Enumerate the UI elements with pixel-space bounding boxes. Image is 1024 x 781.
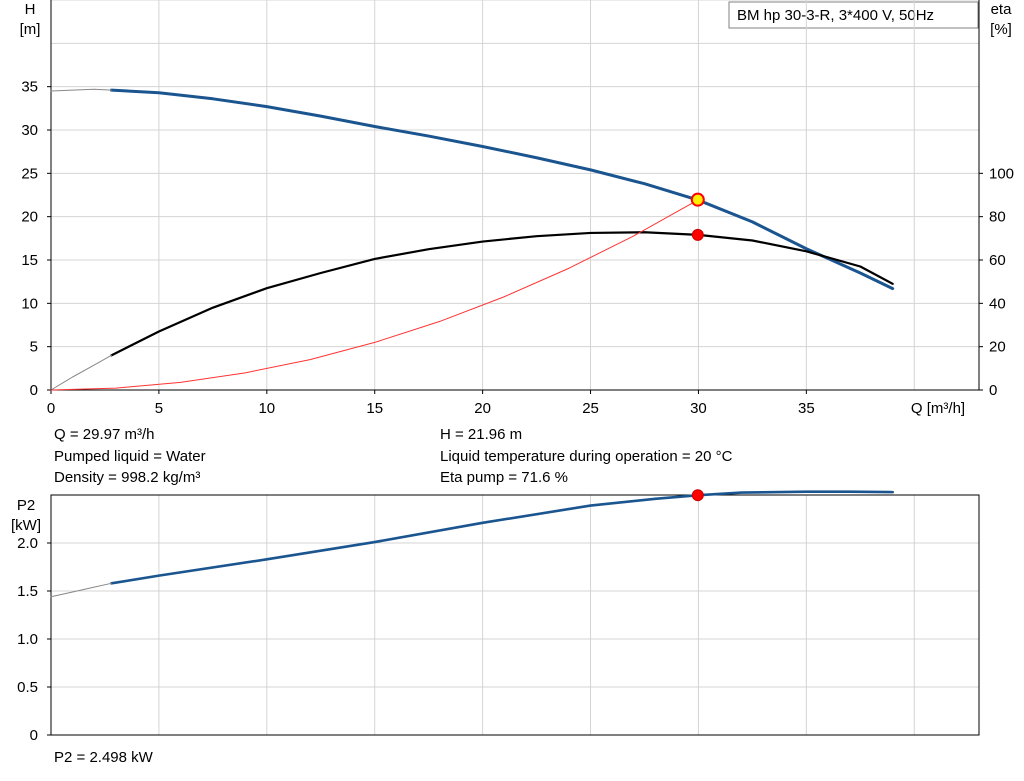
info-density: Density = 998.2 kg/m³ [54, 469, 200, 486]
power-curve [110, 490, 894, 585]
eta-tick-label: 0 [989, 382, 997, 399]
p2-tick-label: 0 [30, 727, 38, 744]
p2-axis-label-2: [kW] [11, 517, 41, 534]
h-tick-label: 5 [30, 339, 38, 356]
efficiency-curve-extension [50, 354, 112, 391]
power-chart-operating-points [691, 489, 704, 502]
h-tick-label: 0 [30, 382, 38, 399]
h-tick-label: 35 [21, 79, 38, 96]
p2-tick-label: 1.0 [17, 631, 38, 648]
h-axis-label-2: [m] [20, 21, 41, 38]
p2-axis-label-1: P2 [17, 497, 35, 514]
info-flow: Q = 29.97 m³/h [54, 426, 154, 443]
x-axis-label: Q [m³/h] [911, 400, 965, 417]
p2-tick-label: 0.5 [17, 679, 38, 696]
eta-tick-label: 80 [989, 209, 1006, 226]
eta-tick-label: 20 [989, 339, 1006, 356]
power-curve-extension [50, 582, 112, 598]
p2-tick-label: 1.5 [17, 583, 38, 600]
x-tick-label: 5 [155, 400, 163, 417]
eta-axis-label-2: [%] [990, 21, 1012, 38]
eta-tick-label: 100 [989, 165, 1014, 182]
info-liquid: Pumped liquid = Water [54, 448, 206, 465]
power-chart-grid [50, 494, 980, 736]
head-chart-series [50, 88, 895, 391]
x-tick-label: 30 [690, 400, 707, 417]
head-operating-point [690, 192, 705, 207]
head-chart-operating-points [690, 192, 705, 241]
eta-tick-label: 60 [989, 252, 1006, 269]
x-tick-label: 0 [47, 400, 55, 417]
h-tick-label: 15 [21, 252, 38, 269]
head-curve-extension [50, 88, 112, 92]
x-tick-label: 10 [258, 400, 275, 417]
info-p2: P2 = 2.498 kW [54, 749, 154, 766]
chart-title: BM hp 30-3-R, 3*400 V, 50Hz [737, 7, 934, 24]
head-chart-ticks: 0 5 10 15 20 25 30 35 0 5 10 15 20 25 30 35 0 20 40 60 80 100 [21, 79, 1014, 417]
x-tick-label: 35 [798, 400, 815, 417]
x-tick-label: 25 [582, 400, 599, 417]
head-chart-grid [50, 0, 980, 391]
eta-axis-label-1: eta [991, 1, 1013, 18]
h-tick-label: 10 [21, 295, 38, 312]
head-curve [109, 88, 895, 291]
title-box [728, 1, 979, 29]
h-axis-label-1: H [25, 1, 36, 18]
power-chart-ticks: 0 0.5 1.0 1.5 2.0 [17, 535, 51, 744]
info-head: H = 21.96 m [440, 426, 522, 443]
x-tick-label: 15 [366, 400, 383, 417]
h-tick-label: 30 [21, 122, 38, 139]
eta-operating-point [691, 228, 704, 241]
h-tick-label: 25 [21, 165, 38, 182]
eta-tick-label: 40 [989, 295, 1006, 312]
h-tick-label: 20 [21, 209, 38, 226]
x-tick-label: 20 [474, 400, 491, 417]
efficiency-curve [110, 231, 894, 357]
power-chart-series [50, 490, 894, 598]
power-operating-point [691, 489, 704, 502]
info-eta: Eta pump = 71.6 % [440, 469, 568, 486]
info-temperature: Liquid temperature during operation = 20… [440, 448, 733, 465]
p2-tick-label: 2.0 [17, 535, 38, 552]
system-curve [50, 199, 699, 391]
power-plot-frame [50, 494, 980, 736]
